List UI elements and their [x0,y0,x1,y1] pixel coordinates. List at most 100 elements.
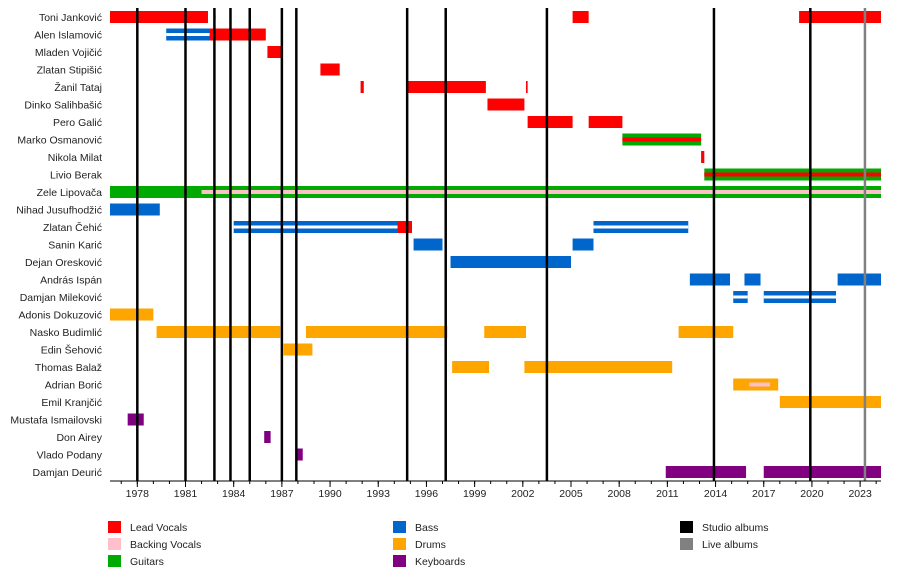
legend-swatch-studio-albums [680,521,693,533]
member-label-zlatan-cehic: Zlatan Čehić [43,221,102,234]
x-tick-label: 1993 [367,488,391,500]
member-label-pero-galic: Pero Galić [53,117,102,129]
bar-alen-islamovic-lead-vocals [209,28,266,41]
member-label-nasko-budimlic: Nasko Budimlić [30,327,102,339]
x-tick-label: 2002 [511,488,535,500]
x-tick-label: 2014 [704,488,728,500]
x-tick-label: 2008 [608,488,632,500]
x-tick-label: 1987 [270,488,294,500]
bar-stripe-zlatan-cehic [233,225,398,229]
x-tick-label: 2005 [559,488,583,500]
legend-swatch-drums [393,538,406,550]
member-label-damjan-deuric: Damjan Deurić [33,467,102,479]
x-tick-label: 1996 [415,488,439,500]
bar-zlatan-stipisic-lead-vocals [320,63,340,76]
x-tick-label: 1984 [222,488,246,500]
member-label-emil-kranjcic: Emil Kranjčić [41,397,102,409]
bar-andras-ispan-bass [837,273,881,286]
legend-swatch-live-albums [680,538,693,550]
bar-nasko-budimlic-drums [156,326,281,338]
bar-toni-jankovic-lead-vocals [572,11,589,23]
legend: Lead Vocals Backing Vocals Guitars Bass Drum… [108,521,769,568]
x-tick-label: 2011 [656,488,679,500]
x-tick-label: 1999 [463,488,487,500]
bar-adonis-dokuzovic-drums [110,308,154,321]
legend-label-keyboards: Keyboards [415,556,465,568]
member-labels: Toni Janković Alen Islamović Mladen Vojiči… [10,12,102,479]
member-label-marko-osmanovic: Marko Osmanović [17,135,102,147]
bar-pero-galic-lead-vocals [527,116,573,128]
legend-swatch-bass [393,521,406,533]
x-axis: 1978 1981 1984 1987 1990 1993 1996 1999 2002 2005… [110,480,881,500]
bar-don-airey-keyboards [264,431,271,443]
bar-dejan-oreskovic-bass [450,256,571,268]
member-label-mladen-vojicic: Mladen Vojičić [35,47,102,59]
bar-stripe-zlatan-cehic [593,225,689,229]
x-tick-label: 2017 [752,488,776,500]
bar-thomas-balaz-drums [524,361,673,373]
member-label-mustafa-ismailovski: Mustafa Ismailovski [10,415,102,427]
bar-zanil-tataj-lead-vocals [360,81,364,93]
bar-toni-jankovic-lead-vocals [110,11,208,23]
member-label-sanin-karic: Sanin Karić [48,240,102,252]
member-label-vlado-podany: Vlado Podany [37,450,103,462]
member-label-don-airey: Don Airey [56,432,102,444]
bar-vlado-podany-keyboards [296,448,303,461]
member-label-livio-berak: Livio Berak [50,170,103,182]
x-tick-label: 1990 [318,488,342,500]
bar-zanil-tataj-lead-vocals [526,81,528,93]
bar-stripe-alen-islamovic [166,33,210,36]
album-lines [136,8,867,481]
member-label-alen-islamovic: Alen Islamović [34,30,102,42]
bar-andras-ispan-bass [689,273,731,286]
bar-damjan-deuric-keyboards [665,466,747,478]
member-label-zanil-tataj: Žanil Tataj [54,81,102,94]
bar-nihad-jusufhodzic-bass [110,203,160,216]
member-label-dejan-oreskovic: Dejan Oresković [25,257,102,269]
bar-nikola-milat-lead-vocals [701,151,705,163]
legend-swatch-keyboards [393,555,406,567]
bar-edin-sehovic-drums [283,343,313,356]
legend-label-lead-vocals: Lead Vocals [130,522,187,534]
bar-livio-berak-lead-vocals [704,172,881,177]
bar-dinko-salihbasic-lead-vocals [487,98,525,111]
member-label-zele-lipovaca: Zele Lipovača [37,187,103,199]
bar-adrian-boric-backing-vocals [749,382,771,387]
bar-nasko-budimlic-drums [305,326,448,338]
legend-label-live-albums: Live albums [702,539,758,551]
bar-thomas-balaz-drums [452,361,490,373]
bar-nasko-budimlic-drums [484,326,527,338]
legend-swatch-guitars [108,555,121,567]
member-label-toni-jankovic: Toni Janković [39,12,102,24]
member-label-andras-ispan: András Ispán [40,275,102,287]
legend-label-studio-albums: Studio albums [702,522,769,534]
legend-label-drums: Drums [415,539,446,551]
bar-stripe-damjan-milekovic [763,295,837,299]
bar-emil-kranjcic-drums [779,396,881,408]
bar-mladen-vojicic-lead-vocals [267,46,282,58]
member-label-thomas-balaz: Thomas Balaž [35,362,102,374]
bar-andras-ispan-bass [744,273,761,286]
legend-label-bass: Bass [415,522,438,534]
member-label-edin-sehovic: Edin Šehović [41,344,102,357]
x-tick-label: 2020 [800,488,824,500]
bar-damjan-deuric-keyboards [763,466,881,478]
member-label-nikola-milat: Nikola Milat [48,152,102,164]
x-tick-label: 1981 [174,488,198,500]
x-tick-label: 1978 [126,488,150,500]
bar-marko-osmanovic-lead-vocals [622,137,702,142]
bar-sanin-karic-bass [572,238,594,251]
bar-nasko-budimlic-drums [678,326,734,338]
legend-swatch-backing-vocals [108,538,121,550]
bar-zele-lipovaca-backing-vocals [201,190,881,194]
member-label-adonis-dokuzovic: Adonis Dokuzović [19,310,102,322]
member-label-nihad-jusufhodzic: Nihad Jusufhodžić [16,205,102,217]
member-label-dinko-salihbasic: Dinko Salihbašić [24,100,102,112]
member-label-damjan-milekovic: Damjan Mileković [20,292,102,304]
bar-zlatan-cehic-lead-vocals [397,221,412,233]
bar-toni-jankovic-lead-vocals [799,11,881,23]
bar-mustafa-ismailovski-keyboards [127,413,144,426]
member-label-zlatan-stipisic: Zlatan Stipišić [37,65,102,77]
bar-sanin-karic-bass [413,238,443,251]
